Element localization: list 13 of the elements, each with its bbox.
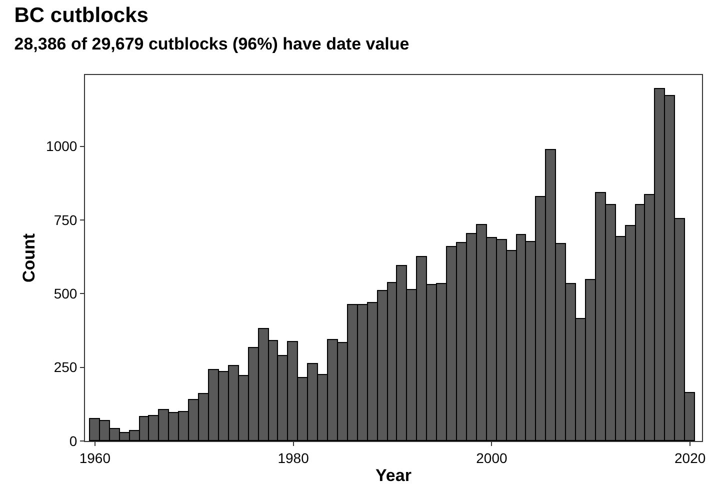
y-tick-label: 1000: [46, 138, 78, 154]
y-tick-label: 500: [54, 286, 78, 302]
x-tick-label: 1980: [278, 450, 310, 466]
x-tick-label: 1960: [79, 450, 111, 466]
x-axis-title: Year: [376, 466, 412, 486]
y-tick-label: 250: [54, 359, 78, 376]
chart-subtitle: 28,386 of 29,679 cutblocks (96%) have date value: [14, 34, 410, 54]
y-tick-label: 750: [54, 212, 78, 228]
chart-title: BC cutblocks: [14, 4, 148, 28]
y-tick-label: 0: [69, 432, 78, 449]
y-axis-title: Count: [20, 233, 39, 283]
x-tick-label: 2000: [476, 450, 508, 466]
x-tick-label: 2020: [674, 450, 706, 466]
